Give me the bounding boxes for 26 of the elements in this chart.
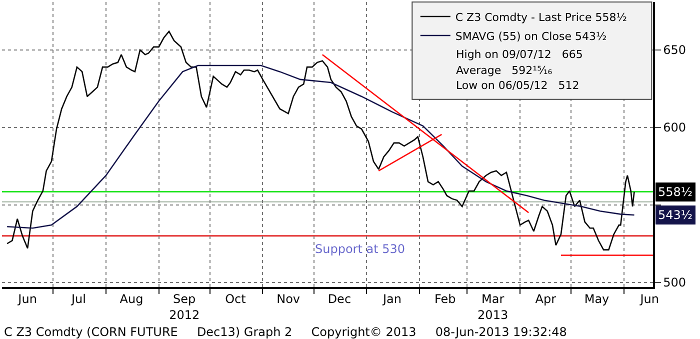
y-tick-label: 650	[663, 43, 686, 58]
ref-line-label: Support at 530	[315, 242, 406, 256]
annotation: Average 592¹⁵⁄₁₆	[456, 64, 553, 77]
x-tick-label: May	[584, 292, 610, 306]
legend-label: SMAVG (55) on Close 543½	[455, 30, 607, 43]
y-tick-label: 600	[663, 120, 686, 135]
x-tick-label: Feb	[434, 292, 456, 306]
x-tick-label: Oct	[225, 292, 246, 306]
x-tick-label: Mar 2013	[478, 292, 508, 322]
x-tick-label: Jan	[382, 292, 402, 306]
y-tick-label: 500	[663, 276, 686, 290]
line-series	[6, 64, 635, 229]
annotation: Low on 06/05/12 512	[456, 79, 580, 92]
x-tick-label: Jul	[70, 292, 86, 306]
annotation: 558½	[658, 185, 693, 199]
x-tick-label: Sep 2012	[169, 292, 200, 322]
x-tick-label: Apr	[535, 292, 556, 306]
x-tick-label: Dec	[328, 292, 352, 306]
annotation: 543½	[658, 208, 693, 222]
annotation: High on 09/07/12 665	[456, 48, 583, 61]
x-tick-label: Jun	[639, 292, 659, 306]
legend-label: C Z3 Comdty - Last Price 558½	[455, 10, 627, 24]
x-tick-label: Aug	[120, 292, 144, 306]
text: C Z3 Comdty (CORN FUTURE Dec13) Graph 2 Copyright© 2013 08-Jun-2013 19:32:48	[4, 325, 567, 339]
x-tick-label: Nov	[276, 292, 300, 306]
x-tick-label: Jun	[17, 292, 37, 306]
